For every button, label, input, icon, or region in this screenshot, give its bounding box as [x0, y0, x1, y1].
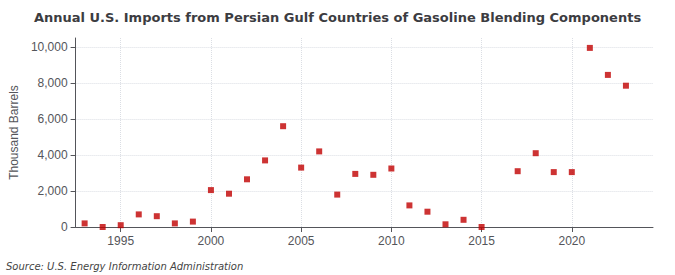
- svg-text:1995: 1995: [107, 234, 134, 248]
- svg-text:6,000: 6,000: [38, 112, 68, 126]
- svg-text:2005: 2005: [288, 234, 315, 248]
- svg-text:2000: 2000: [198, 234, 225, 248]
- svg-text:Annual U.S. Imports from Persi: Annual U.S. Imports from Persian Gulf Co…: [34, 10, 642, 25]
- svg-text:2020: 2020: [558, 234, 585, 248]
- svg-text:Thousand Barrels: Thousand Barrels: [7, 85, 21, 180]
- svg-text:Source: U.S. Energy Informatio: Source: U.S. Energy Information Administ…: [6, 261, 243, 272]
- svg-text:10,000: 10,000: [31, 40, 68, 54]
- svg-text:4,000: 4,000: [38, 148, 68, 162]
- svg-text:8,000: 8,000: [38, 76, 68, 90]
- svg-text:2015: 2015: [468, 234, 495, 248]
- svg-text:2,000: 2,000: [38, 184, 68, 198]
- svg-text:0: 0: [61, 220, 68, 234]
- svg-text:2010: 2010: [378, 234, 405, 248]
